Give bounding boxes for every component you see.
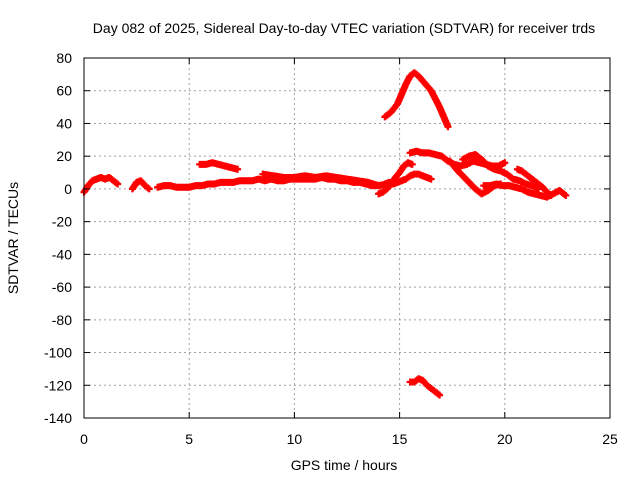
y-tick-label: 40 [56, 115, 72, 131]
series-segment [459, 151, 542, 193]
series-segment [259, 170, 391, 190]
data-point [562, 191, 570, 199]
chart-title: Day 082 of 2025, Sidereal Day-to-day VTE… [93, 20, 595, 36]
data-point [427, 175, 435, 183]
y-tick-label: -100 [44, 345, 72, 361]
x-tick-label: 25 [602, 431, 618, 447]
data-point [114, 180, 122, 188]
y-tick-label: 20 [56, 148, 72, 164]
series-segment [381, 170, 435, 188]
y-tick-label: -20 [52, 214, 72, 230]
series-segment [80, 173, 122, 196]
data-point [145, 185, 153, 193]
y-tick-label: -40 [52, 246, 72, 262]
y-tick-label: 80 [56, 50, 72, 66]
axis-ticks: 0 5 10 15 20 25 -140 -120 -100 -80 -60 -40 -20 0 20 40 6… [44, 50, 618, 447]
y-tick-label: -80 [52, 312, 72, 328]
series-0 [80, 69, 570, 399]
y-axis-label: SDTVAR / TECUs [5, 182, 21, 294]
y-tick-label: -120 [44, 377, 72, 393]
series-segment [128, 177, 153, 193]
x-tick-label: 20 [497, 431, 513, 447]
x-tick-label: 5 [185, 431, 193, 447]
y-tick-label: -60 [52, 279, 72, 295]
y-tick-label: -140 [44, 410, 72, 426]
y-tick-label: 0 [64, 181, 72, 197]
y-tick-label: 60 [56, 83, 72, 99]
x-axis-label: GPS time / hours [291, 457, 398, 473]
data-point [408, 160, 416, 168]
x-tick-label: 15 [392, 431, 408, 447]
data-point [501, 159, 509, 167]
series-segment [406, 375, 444, 399]
data-point [234, 165, 242, 173]
series-segment [196, 159, 242, 173]
data-point [444, 123, 452, 131]
grid-lines [84, 58, 610, 418]
series-segment [513, 165, 555, 199]
x-tick-label: 0 [80, 431, 88, 447]
data-series [80, 69, 570, 399]
x-tick-label: 10 [287, 431, 303, 447]
series-segment [381, 69, 452, 131]
plot-area-frame [83, 57, 611, 419]
data-point [547, 191, 555, 199]
data-point [436, 391, 444, 399]
